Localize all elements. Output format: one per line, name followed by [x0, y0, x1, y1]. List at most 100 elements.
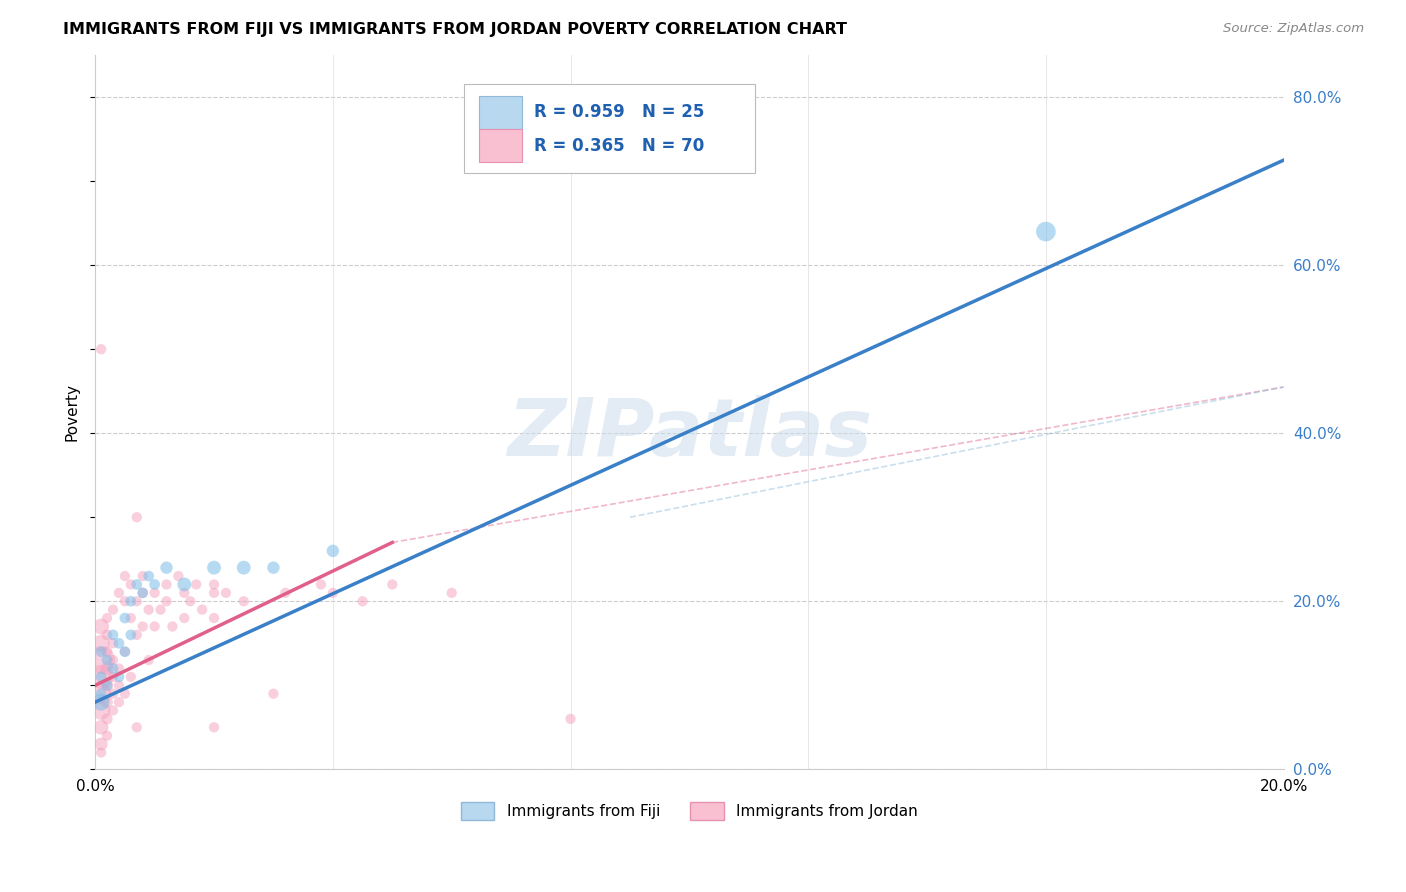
Point	[202, 720, 225, 734]
Point	[114, 687, 136, 701]
Point	[120, 628, 142, 642]
Point	[101, 636, 124, 650]
Point	[202, 560, 225, 574]
Point	[108, 661, 131, 675]
Point	[90, 645, 112, 659]
Point	[132, 586, 155, 600]
Point	[138, 569, 160, 583]
Point	[108, 586, 131, 600]
Point	[101, 602, 124, 616]
Point	[125, 720, 148, 734]
Point	[179, 594, 201, 608]
Point	[108, 678, 131, 692]
Point	[215, 586, 238, 600]
Point	[90, 636, 112, 650]
Point	[90, 619, 112, 633]
Point	[155, 577, 177, 591]
Point	[114, 594, 136, 608]
Point	[138, 653, 160, 667]
Point	[90, 695, 112, 709]
Point	[167, 569, 190, 583]
FancyBboxPatch shape	[479, 95, 522, 128]
Point	[162, 619, 184, 633]
Point	[96, 678, 118, 692]
Point	[120, 594, 142, 608]
Point	[90, 704, 112, 718]
Point	[120, 611, 142, 625]
Point	[114, 645, 136, 659]
Point	[143, 586, 166, 600]
Point	[232, 560, 254, 574]
Point	[352, 594, 374, 608]
Point	[262, 560, 284, 574]
Point	[101, 687, 124, 701]
Point	[125, 577, 148, 591]
Point	[309, 577, 332, 591]
Point	[114, 645, 136, 659]
Point	[173, 577, 195, 591]
Y-axis label: Poverty: Poverty	[65, 384, 79, 442]
Point	[125, 594, 148, 608]
Point	[202, 611, 225, 625]
Point	[90, 687, 112, 701]
Point	[101, 661, 124, 675]
Point	[96, 712, 118, 726]
Point	[132, 586, 155, 600]
Text: IMMIGRANTS FROM FIJI VS IMMIGRANTS FROM JORDAN POVERTY CORRELATION CHART: IMMIGRANTS FROM FIJI VS IMMIGRANTS FROM …	[63, 22, 848, 37]
Point	[132, 569, 155, 583]
Point	[155, 560, 177, 574]
FancyBboxPatch shape	[464, 84, 755, 173]
Point	[155, 594, 177, 608]
Point	[114, 569, 136, 583]
Point	[232, 594, 254, 608]
Point	[173, 586, 195, 600]
Point	[101, 670, 124, 684]
Point	[132, 619, 155, 633]
Point	[96, 678, 118, 692]
Point	[90, 746, 112, 760]
Point	[108, 636, 131, 650]
Point	[108, 695, 131, 709]
Point	[90, 687, 112, 701]
Point	[96, 729, 118, 743]
Point	[138, 602, 160, 616]
Point	[202, 577, 225, 591]
Point	[202, 586, 225, 600]
Point	[560, 712, 582, 726]
Point	[96, 695, 118, 709]
Point	[96, 653, 118, 667]
Point	[108, 670, 131, 684]
Point	[101, 704, 124, 718]
Point	[90, 737, 112, 751]
Point	[90, 670, 112, 684]
Point	[96, 661, 118, 675]
Point	[120, 577, 142, 591]
Point	[262, 687, 284, 701]
Point	[90, 653, 112, 667]
Point	[96, 645, 118, 659]
Point	[322, 544, 344, 558]
FancyBboxPatch shape	[479, 129, 522, 162]
Point	[274, 586, 297, 600]
Point	[440, 586, 463, 600]
Point	[125, 628, 148, 642]
Point	[322, 586, 344, 600]
Point	[101, 628, 124, 642]
Text: R = 0.959   N = 25: R = 0.959 N = 25	[534, 103, 704, 121]
Point	[101, 653, 124, 667]
Point	[1035, 225, 1057, 239]
Point	[96, 611, 118, 625]
Point	[120, 670, 142, 684]
Point	[143, 619, 166, 633]
Text: Source: ZipAtlas.com: Source: ZipAtlas.com	[1223, 22, 1364, 36]
Text: R = 0.365   N = 70: R = 0.365 N = 70	[534, 136, 704, 155]
Legend: Immigrants from Fiji, Immigrants from Jordan: Immigrants from Fiji, Immigrants from Jo…	[454, 796, 924, 826]
Point	[90, 670, 112, 684]
Point	[186, 577, 208, 591]
Point	[191, 602, 214, 616]
Point	[90, 342, 112, 356]
Text: ZIPatlas: ZIPatlas	[508, 394, 872, 473]
Point	[96, 628, 118, 642]
Point	[173, 611, 195, 625]
Point	[125, 510, 148, 524]
